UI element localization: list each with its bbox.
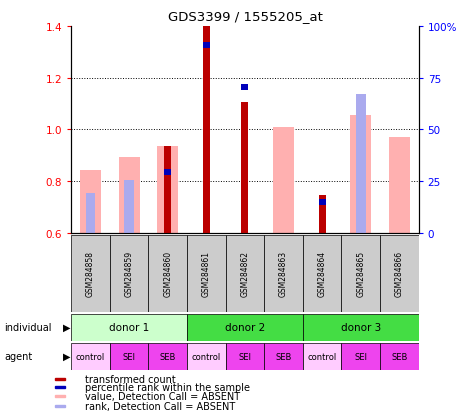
Text: control: control xyxy=(307,352,336,361)
Bar xyxy=(148,235,187,312)
Bar xyxy=(263,235,302,312)
Bar xyxy=(202,43,209,49)
Bar xyxy=(341,343,379,370)
Bar xyxy=(187,343,225,370)
Title: GDS3399 / 1555205_at: GDS3399 / 1555205_at xyxy=(167,10,322,23)
Bar xyxy=(341,235,379,312)
Text: GSM284862: GSM284862 xyxy=(240,251,249,297)
Bar xyxy=(71,314,187,341)
Text: SEI: SEI xyxy=(123,352,135,361)
Bar xyxy=(157,147,178,233)
Bar xyxy=(263,343,302,370)
Text: donor 2: donor 2 xyxy=(224,322,264,332)
Bar xyxy=(202,27,209,233)
Text: individual: individual xyxy=(5,322,52,332)
Text: SEI: SEI xyxy=(238,352,251,361)
Bar xyxy=(302,314,418,341)
Text: SEB: SEB xyxy=(159,352,176,361)
Bar xyxy=(71,235,110,312)
Text: GSM284863: GSM284863 xyxy=(279,251,287,297)
Text: SEB: SEB xyxy=(275,352,291,361)
Text: SEI: SEI xyxy=(353,352,366,361)
Bar xyxy=(318,199,325,205)
Text: transformed count: transformed count xyxy=(84,374,175,384)
Text: SEB: SEB xyxy=(390,352,407,361)
Text: value, Detection Call = ABSENT: value, Detection Call = ABSENT xyxy=(84,391,240,401)
Bar xyxy=(225,235,263,312)
Bar xyxy=(302,343,341,370)
Bar xyxy=(110,343,148,370)
Text: GSM284866: GSM284866 xyxy=(394,251,403,297)
Bar xyxy=(355,95,365,233)
Text: percentile rank within the sample: percentile rank within the sample xyxy=(84,382,249,392)
Bar xyxy=(80,170,101,233)
Text: donor 1: donor 1 xyxy=(109,322,149,332)
Bar xyxy=(318,196,325,233)
Text: donor 3: donor 3 xyxy=(340,322,380,332)
Bar xyxy=(148,343,187,370)
Text: control: control xyxy=(76,352,105,361)
Bar xyxy=(272,128,293,233)
Bar xyxy=(55,405,65,407)
Bar xyxy=(349,116,370,233)
Text: GSM284864: GSM284864 xyxy=(317,251,326,297)
Bar xyxy=(302,235,341,312)
Bar xyxy=(110,235,148,312)
Text: control: control xyxy=(191,352,220,361)
Text: agent: agent xyxy=(5,351,33,361)
Bar xyxy=(379,343,418,370)
Text: GSM284858: GSM284858 xyxy=(86,251,95,297)
Bar xyxy=(388,138,409,233)
Bar xyxy=(187,235,225,312)
Bar xyxy=(55,387,65,388)
Bar xyxy=(225,343,263,370)
Bar xyxy=(241,85,248,90)
Text: GSM284865: GSM284865 xyxy=(355,251,364,297)
Bar xyxy=(187,314,302,341)
Bar xyxy=(85,193,95,233)
Bar xyxy=(55,395,65,397)
Bar xyxy=(241,103,248,233)
Text: GSM284861: GSM284861 xyxy=(202,251,210,297)
Bar xyxy=(118,157,140,233)
Text: rank, Detection Call = ABSENT: rank, Detection Call = ABSENT xyxy=(84,401,235,411)
Bar xyxy=(164,170,171,176)
Text: GSM284859: GSM284859 xyxy=(124,251,134,297)
Text: ▶: ▶ xyxy=(63,322,70,332)
Bar xyxy=(164,147,171,233)
Text: ▶: ▶ xyxy=(63,351,70,361)
Bar xyxy=(379,235,418,312)
Bar xyxy=(71,343,110,370)
Bar xyxy=(55,378,65,380)
Text: GSM284860: GSM284860 xyxy=(163,251,172,297)
Bar xyxy=(124,180,134,233)
